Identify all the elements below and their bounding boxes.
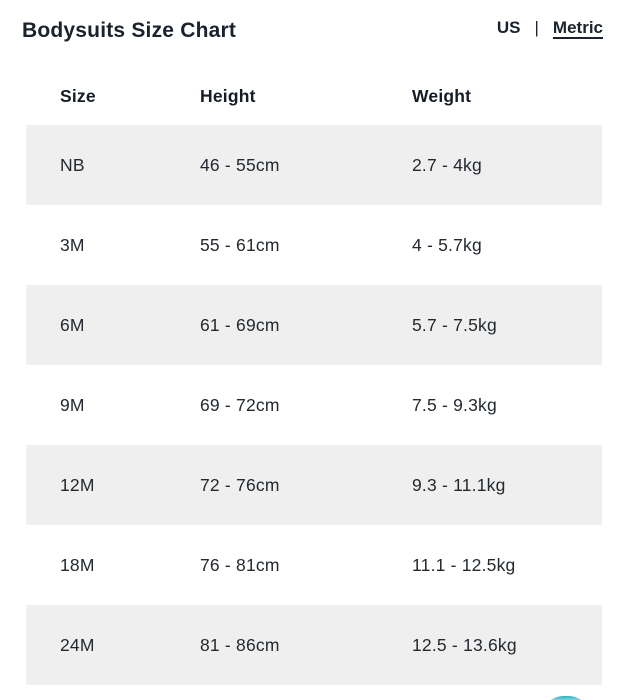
cell-weight: 11.1 - 12.5kg [412,554,516,575]
table-row: 9M 69 - 72cm 7.5 - 9.3kg [26,365,602,445]
table-row: 18M 76 - 81cm 11.1 - 12.5kg [26,525,602,605]
column-header-size: Size [60,85,96,106]
cell-size: NB [60,154,85,175]
column-header-weight: Weight [412,85,472,106]
cell-weight: 7.5 - 9.3kg [412,394,497,415]
unit-option-metric[interactable]: Metric [552,18,603,37]
cell-height: 55 - 61cm [200,234,280,255]
size-chart-table: Size Height Weight NB 46 - 55cm 2.7 - 4kg 3… [26,67,602,685]
table-row: 6M 61 - 69cm 5.7 - 7.5kg [26,285,602,365]
chat-launcher-icon[interactable] [540,696,592,700]
cell-size: 3M [60,234,85,255]
table-body: NB 46 - 55cm 2.7 - 4kg 3M 55 - 61cm 4 - 5.7kg… [26,125,602,685]
cell-size: 6M [60,314,85,335]
cell-size: 12M [60,474,95,495]
unit-option-us[interactable]: US [496,18,521,37]
cell-weight: 2.7 - 4kg [412,154,482,175]
cell-weight: 12.5 - 13.6kg [412,634,517,655]
table-row: 3M 55 - 61cm 4 - 5.7kg [26,205,602,285]
cell-height: 69 - 72cm [200,394,280,415]
cell-weight: 9.3 - 11.1kg [412,474,506,495]
table-row: 24M 81 - 86cm 12.5 - 13.6kg [26,605,602,685]
cell-size: 18M [60,554,95,575]
cell-height: 72 - 76cm [200,474,280,495]
page-title: Bodysuits Size Chart [22,19,237,42]
cell-size: 9M [60,394,85,415]
unit-toggle-divider: | [534,18,539,37]
header: Bodysuits Size Chart US | Metric [0,0,625,48]
cell-height: 61 - 69cm [200,314,280,335]
table-row: NB 46 - 55cm 2.7 - 4kg [26,125,602,205]
cell-size: 24M [60,634,95,655]
table-header-row: Size Height Weight [26,67,602,125]
cell-weight: 4 - 5.7kg [412,234,482,255]
cell-height: 81 - 86cm [200,634,280,655]
cell-weight: 5.7 - 7.5kg [412,314,497,335]
unit-toggle: US | Metric [497,18,603,38]
cell-height: 46 - 55cm [200,154,280,175]
table-row: 12M 72 - 76cm 9.3 - 11.1kg [26,445,602,525]
column-header-height: Height [200,85,256,106]
cell-height: 76 - 81cm [200,554,280,575]
